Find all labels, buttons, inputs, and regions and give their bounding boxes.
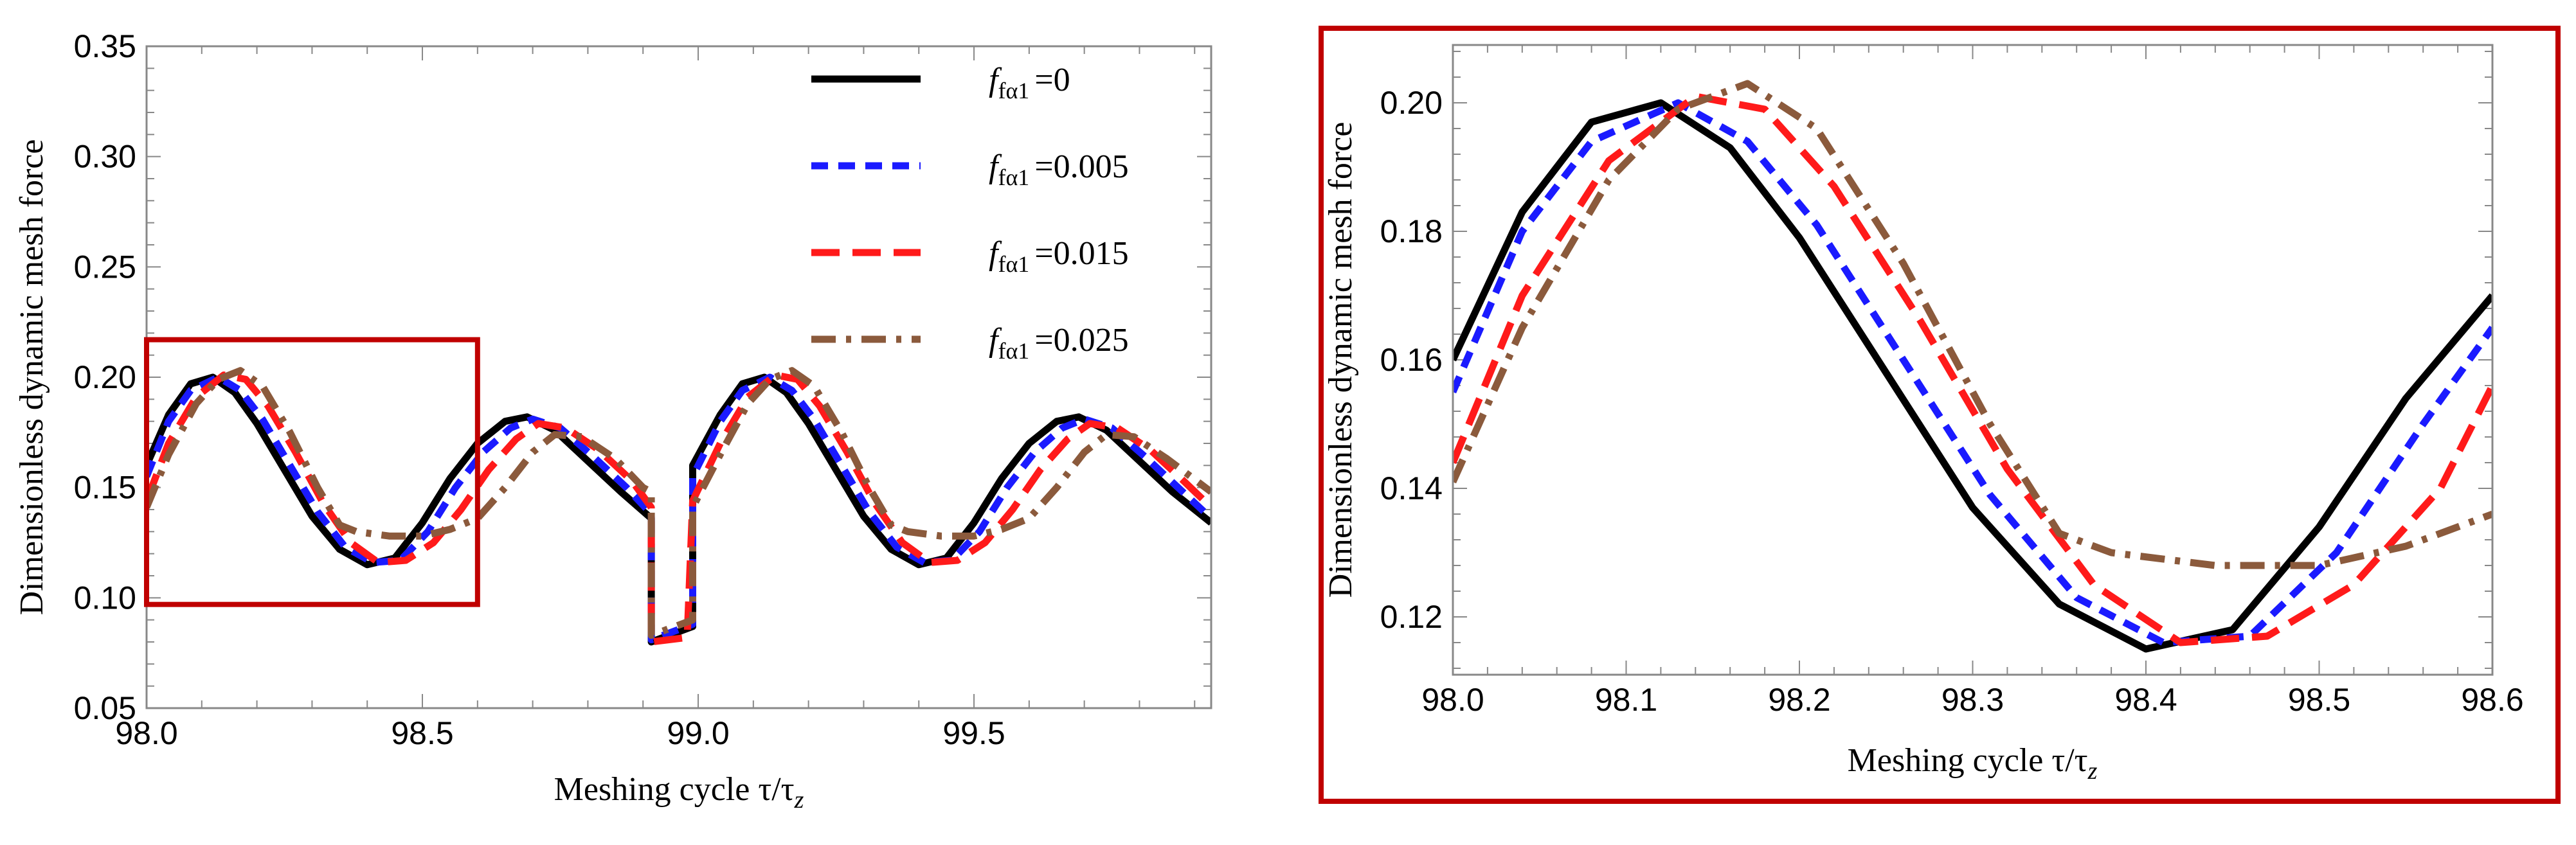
zoom-y-tick-label: 0.14 — [1380, 470, 1443, 506]
main-y-tick-label: 0.10 — [74, 580, 136, 616]
legend-label-3: ffα1 =0.015 — [989, 235, 1129, 277]
zoom-y-tick-label: 0.18 — [1380, 213, 1443, 249]
zoom-chart-frame — [1452, 44, 2494, 676]
main-chart-y-axis-title: Dimensionless dynamic mesh force — [14, 139, 50, 616]
main-chart-series — [147, 367, 1211, 646]
main-series-line-2 — [147, 373, 1211, 644]
zoom-region-box — [144, 337, 480, 607]
zoom-y-tick-label: 0.20 — [1380, 85, 1443, 121]
zoom-x-tick-label: 98.3 — [1941, 682, 2004, 718]
zoom-panel-border — [1319, 26, 2561, 804]
zoom-series-line-1 — [1453, 99, 2492, 653]
main-x-tick-label: 98.0 — [115, 715, 177, 751]
zoom-series-line-3 — [1453, 93, 2492, 646]
zoom-x-tick-label: 98.4 — [2114, 682, 2177, 718]
main-x-tick-label: 99.0 — [667, 715, 729, 751]
main-chart-ticks: 98.0 98.5 99.0 99.5 0.05 0.10 0.15 0.20 0.25 0.30… — [74, 28, 1211, 751]
zoom-chart-y-axis-title: Dimensionless dynamic mesh force — [1322, 122, 1359, 598]
main-y-tick-label: 0.30 — [74, 139, 136, 175]
zoom-chart-series — [1453, 80, 2492, 653]
zoom-series-line-2 — [1453, 99, 2492, 646]
zoom-series-line-4 — [1453, 80, 2492, 569]
zoom-chart-panel: 98.0 98.1 98.2 98.3 98.4 98.5 98.6 0.12 0.14 0.16… — [1319, 26, 2561, 804]
zoom-y-tick-label: 0.12 — [1380, 599, 1443, 635]
zoom-chart-x-axis-title: Meshing cycle τ/τz — [1848, 742, 2098, 785]
zoom-chart-ticks: 98.0 98.1 98.2 98.3 98.4 98.5 98.6 0.12 0.14 0.16… — [1380, 45, 2524, 718]
zoom-x-tick-label: 98.0 — [1421, 682, 1484, 718]
main-y-tick-label: 0.15 — [74, 470, 136, 506]
zoom-x-tick-label: 98.1 — [1595, 682, 1657, 718]
main-series-line-4 — [147, 367, 1211, 639]
main-y-tick-label: 0.05 — [74, 690, 136, 726]
main-x-tick-label: 98.5 — [391, 715, 453, 751]
main-y-tick-label: 0.25 — [74, 249, 136, 285]
main-x-tick-label: 99.5 — [942, 715, 1005, 751]
zoom-x-tick-label: 98.2 — [1768, 682, 1830, 718]
zoom-x-tick-label: 98.6 — [2461, 682, 2523, 718]
zoom-x-tick-label: 98.5 — [2288, 682, 2350, 718]
main-y-tick-label: 0.35 — [74, 28, 136, 64]
zoom-y-tick-label: 0.16 — [1380, 342, 1443, 378]
main-chart-x-axis-title: Meshing cycle τ/τz — [554, 771, 804, 814]
main-y-tick-label: 0.20 — [74, 359, 136, 395]
main-chart-panel: 98.0 98.5 99.0 99.5 0.05 0.10 0.15 0.20 0.25 0.30… — [14, 28, 1212, 814]
